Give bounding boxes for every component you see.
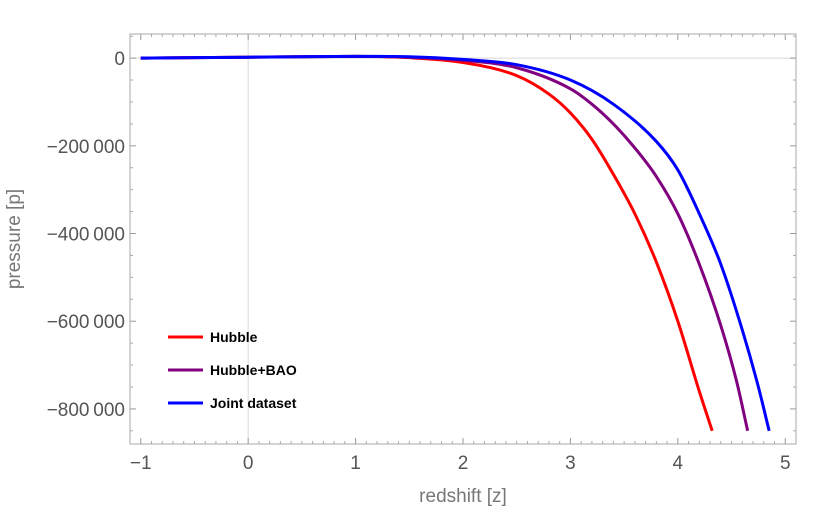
x-axis-ticks: −1 0 1 2 3 4 5	[130, 34, 791, 474]
series-layer	[140, 54, 771, 432]
x-tick-label: 0	[243, 453, 254, 474]
y-axis-ticks: 0 −200 000 −400 000 −600 000 −800 000	[47, 49, 796, 421]
y-tick-label: −200 000	[47, 137, 125, 158]
y-tick-label: −800 000	[47, 400, 125, 421]
y-tick-label: 0	[114, 49, 125, 70]
series-line-3	[140, 54, 771, 432]
x-axis-label: redshift [z]	[419, 486, 507, 507]
x-tick-label: 5	[780, 453, 791, 474]
x-tick-label: 4	[673, 453, 684, 474]
y-axis-label: pressure [p]	[4, 189, 25, 289]
minor-ticks	[129, 34, 797, 444]
x-tick-label: −1	[130, 453, 152, 474]
legend-label: Hubble	[210, 329, 258, 345]
x-tick-label: 3	[565, 453, 576, 474]
y-tick-label: −400 000	[47, 225, 125, 246]
legend: Hubble Hubble+BAO Joint dataset	[168, 329, 297, 411]
x-tick-label: 2	[458, 453, 469, 474]
x-tick-label: 1	[350, 453, 361, 474]
legend-label: Joint dataset	[210, 395, 297, 411]
y-tick-label: −600 000	[47, 312, 125, 333]
legend-label: Hubble+BAO	[210, 362, 297, 378]
